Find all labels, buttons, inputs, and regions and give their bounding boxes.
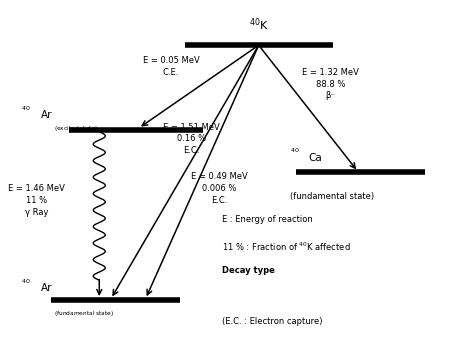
Text: $^{40}$: $^{40}$ xyxy=(21,278,30,287)
Text: 11 % : Fraction of $^{40}$K affected: 11 % : Fraction of $^{40}$K affected xyxy=(222,240,350,253)
Text: Ar: Ar xyxy=(41,110,52,120)
Text: $^{40}$K: $^{40}$K xyxy=(249,16,269,33)
Text: $_{\mathrm{(fundamental\ state)}}$: $_{\mathrm{(fundamental\ state)}}$ xyxy=(55,310,115,321)
Text: E = 1.46 MeV
11 %
γ Ray: E = 1.46 MeV 11 % γ Ray xyxy=(9,185,65,217)
Text: (fundamental state): (fundamental state) xyxy=(290,192,374,201)
Text: $^{40}$: $^{40}$ xyxy=(21,105,30,114)
Text: E = 0.49 MeV
0.006 %
E.C.: E = 0.49 MeV 0.006 % E.C. xyxy=(191,172,248,205)
Text: E = 1.51 MeV
0.16 %
E.C.: E = 1.51 MeV 0.16 % E.C. xyxy=(164,122,220,155)
Text: E = 1.32 MeV
88.8 %
β⁻: E = 1.32 MeV 88.8 % β⁻ xyxy=(302,68,359,101)
Text: $^{40}$: $^{40}$ xyxy=(290,148,300,157)
Text: (E.C. : Electron capture): (E.C. : Electron capture) xyxy=(222,317,322,326)
Text: Decay type: Decay type xyxy=(222,266,274,275)
Text: Ar: Ar xyxy=(41,283,52,293)
Text: $_{\mathrm{(excited\ state)}}$: $_{\mathrm{(excited\ state)}}$ xyxy=(55,125,99,135)
Text: E : Energy of reaction: E : Energy of reaction xyxy=(222,215,312,224)
Text: Ca: Ca xyxy=(308,153,322,163)
Text: E = 0.05 MeV
C.E.: E = 0.05 MeV C.E. xyxy=(143,56,199,77)
